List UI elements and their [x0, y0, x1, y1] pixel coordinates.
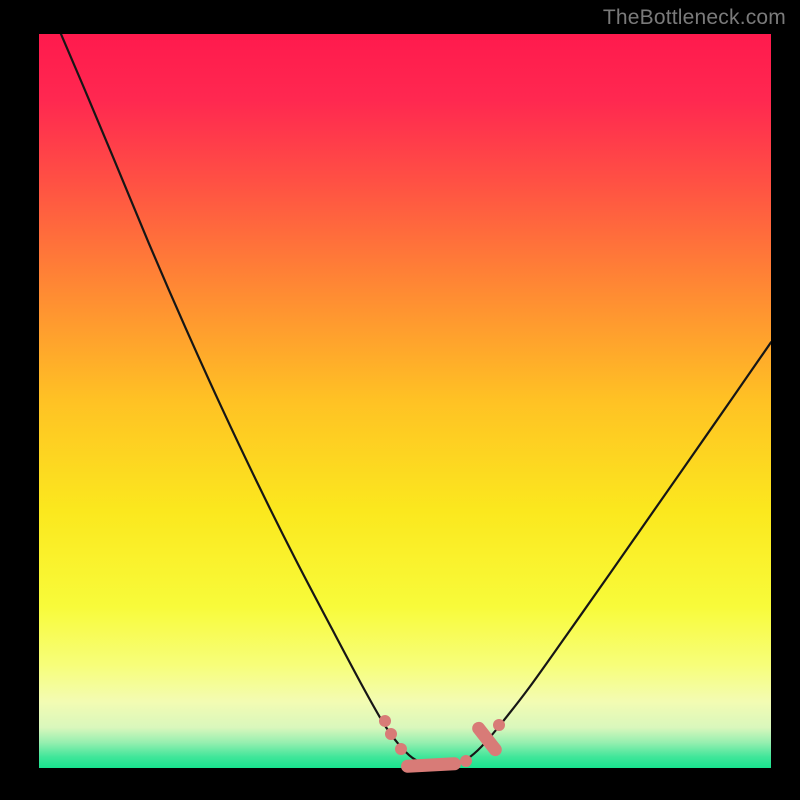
watermark-text: TheBottleneck.com: [603, 6, 786, 30]
marker-dot: [460, 755, 472, 767]
marker-capsule: [401, 757, 462, 773]
plot-area: [39, 34, 771, 768]
marker-dot: [395, 743, 407, 755]
markers-layer: [39, 34, 771, 768]
marker-dot: [493, 719, 505, 731]
marker-dot: [385, 728, 397, 740]
marker-dot: [379, 715, 391, 727]
